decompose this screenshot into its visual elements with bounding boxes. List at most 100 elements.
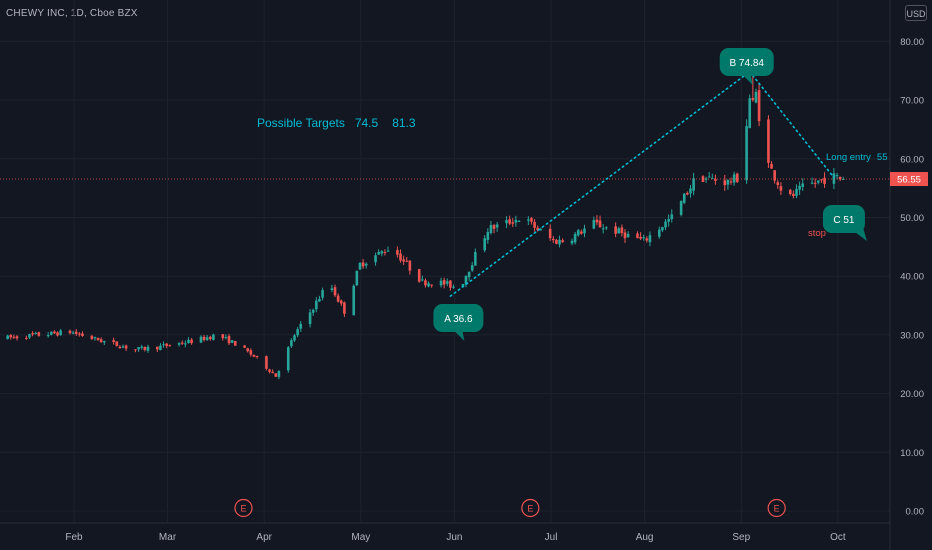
candle-body	[813, 182, 817, 184]
earnings-circle	[767, 498, 786, 518]
candle-body	[686, 192, 689, 195]
month-tick-label: Jul	[545, 532, 558, 543]
candle-body	[810, 182, 814, 184]
candle-body	[533, 221, 536, 228]
earnings-marker: E	[234, 498, 253, 518]
candle-body	[205, 337, 209, 340]
candle-body	[424, 280, 427, 286]
annotations: A 36.6 B 74.84 C 51 Possible Targets 74.5 81.…	[234, 48, 887, 518]
candle-body	[330, 288, 334, 290]
candle-body	[492, 225, 496, 229]
candle-body	[358, 262, 362, 270]
candle-body	[112, 340, 115, 342]
candle-body	[34, 332, 38, 334]
candle-body	[548, 228, 552, 239]
time-axis[interactable]: Feb Mar Apr May Jun Jul Aug Sep Oct	[65, 532, 846, 543]
candle-body	[102, 341, 106, 343]
candle-body	[90, 335, 94, 339]
candle-body	[795, 189, 798, 196]
candle-body	[751, 98, 755, 101]
candle-body	[754, 91, 758, 103]
candle-body	[199, 336, 203, 343]
candle-body	[31, 333, 34, 335]
candle-body	[770, 163, 773, 169]
candle-body	[442, 280, 446, 285]
candle-body	[835, 175, 839, 177]
price-tick-label: 40.00	[900, 272, 924, 283]
last-price-badge	[890, 172, 928, 187]
candle-body	[486, 232, 490, 240]
candle-body	[461, 284, 465, 287]
candle-body	[46, 335, 50, 337]
candle-body	[748, 98, 752, 129]
candle-body	[252, 354, 256, 357]
candle-body	[290, 340, 293, 347]
currency-button[interactable]: USD	[905, 5, 927, 21]
candle-body	[405, 260, 409, 262]
stop-label: stop	[808, 228, 826, 239]
chart-title: CHEWY INC, 1D, Cboe BZX	[6, 8, 138, 19]
candle-body	[156, 346, 159, 350]
candle-body	[511, 222, 515, 224]
candle-body	[227, 336, 231, 344]
candle-body	[732, 174, 736, 183]
earnings-circle	[234, 498, 253, 518]
candle-body	[399, 253, 402, 261]
candle-body	[68, 330, 72, 334]
candle-body	[299, 323, 303, 329]
candle-body	[798, 185, 801, 190]
candle-body	[78, 333, 81, 335]
candle-body	[626, 233, 630, 237]
candle-body	[820, 179, 823, 181]
candle-body	[243, 345, 246, 348]
candle-body	[202, 336, 206, 341]
bubble-bg	[719, 48, 774, 76]
candle-body	[692, 178, 695, 191]
month-tick-label: Apr	[256, 532, 272, 543]
candle-body	[12, 336, 16, 338]
candle-body	[286, 347, 290, 371]
candle-body	[714, 179, 717, 181]
candle-body	[165, 343, 168, 346]
candle-body	[318, 298, 321, 302]
candle-body	[137, 347, 140, 350]
candle-body	[352, 285, 356, 316]
candle-body	[449, 280, 452, 288]
candle-body	[841, 179, 845, 181]
bubble-label: A 36.6	[444, 314, 473, 325]
candle-body	[623, 232, 627, 239]
candle-body	[792, 193, 795, 197]
candle-body	[767, 119, 770, 163]
month-tick-label: Mar	[159, 532, 177, 543]
candle-body	[489, 225, 493, 233]
price-axis[interactable]: 0.00 10.00 20.00 30.00 40.00 50.00 60.00 70.00 8…	[890, 37, 928, 518]
candle-body	[25, 337, 28, 339]
candle-body	[177, 343, 181, 345]
candle-body	[377, 252, 380, 255]
candle-body	[81, 333, 84, 337]
candle-body	[495, 224, 499, 228]
candle-body	[9, 335, 13, 338]
candle-body	[561, 240, 564, 243]
candle-body	[134, 349, 137, 351]
candle-body	[162, 344, 165, 346]
price-tick-label: 20.00	[900, 389, 924, 400]
candle-body	[689, 188, 692, 194]
earnings-letter: E	[240, 504, 246, 514]
candle-body	[355, 270, 359, 286]
candle-body	[508, 219, 511, 224]
candle-body	[470, 265, 474, 271]
candle-body	[664, 221, 667, 228]
bubble-tail	[454, 331, 465, 341]
candle-body	[514, 219, 518, 223]
candle-body	[255, 356, 259, 358]
candle-body	[343, 302, 346, 314]
candle-body	[779, 186, 783, 191]
candle-body	[121, 346, 125, 348]
candles	[0, 66, 890, 380]
candle-body	[93, 336, 97, 339]
long-entry-label: Long entry 55	[826, 152, 887, 163]
candle-body	[246, 348, 250, 352]
candle-body	[723, 180, 727, 186]
